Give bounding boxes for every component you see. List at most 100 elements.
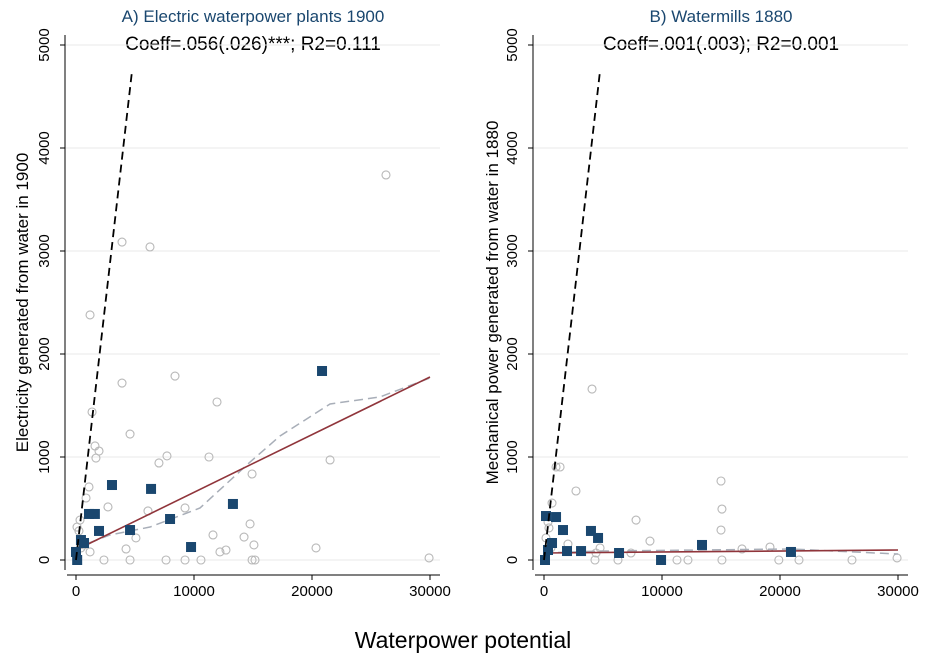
diagonal-line: [543, 70, 601, 561]
data-point-square: [83, 508, 94, 519]
lowess-line: [75, 377, 431, 549]
y-axis-label: Mechanical power generated from water in…: [483, 121, 502, 485]
data-point: [125, 429, 135, 439]
x-tick-label: 20000: [291, 583, 333, 600]
data-point: [196, 555, 206, 565]
data-point: [381, 170, 391, 180]
data-point-square: [165, 514, 176, 525]
data-point-square: [72, 555, 83, 565]
data-point: [249, 540, 259, 550]
y-tick-label: 3000: [36, 234, 53, 267]
data-point: [85, 310, 95, 320]
data-point: [672, 555, 682, 565]
data-point: [551, 462, 561, 472]
y-tick-label: 4000: [504, 131, 521, 164]
data-point: [544, 523, 554, 533]
data-point: [250, 555, 260, 565]
fit-line: [543, 549, 899, 554]
x-tick-label: 30000: [409, 583, 451, 600]
data-point-square: [125, 525, 136, 536]
data-point: [311, 543, 321, 553]
data-point-square: [576, 546, 587, 557]
y-tick-label: 1000: [36, 440, 53, 473]
x-tick-label: 30000: [877, 583, 919, 600]
data-point: [424, 553, 434, 563]
data-point-square: [106, 480, 117, 491]
data-point: [645, 536, 655, 546]
x-tick-label: 20000: [759, 583, 801, 600]
data-point: [221, 545, 231, 555]
data-point: [204, 452, 214, 462]
data-point: [117, 237, 127, 247]
x-tick-label: 0: [540, 583, 548, 600]
data-point: [145, 242, 155, 252]
data-point: [717, 504, 727, 514]
fit-line: [75, 376, 431, 551]
data-point: [247, 555, 257, 565]
data-point: [81, 493, 91, 503]
y-axis-label: Electricity generated from water in 1900: [13, 153, 32, 453]
data-point-square: [541, 511, 552, 522]
data-point-square: [547, 538, 558, 549]
data-point: [247, 469, 257, 479]
data-point: [180, 555, 190, 565]
data-point: [84, 482, 94, 492]
data-point: [239, 532, 249, 542]
data-point-square: [557, 525, 568, 536]
data-point: [547, 498, 557, 508]
y-tick-label: 1000: [504, 440, 521, 473]
data-point-square: [551, 512, 562, 523]
data-point-square: [593, 532, 604, 543]
y-tick-label: 0: [504, 556, 521, 564]
data-point: [555, 462, 565, 472]
data-point-square: [614, 547, 625, 558]
data-point-square: [543, 545, 554, 556]
diagonal-line: [75, 70, 133, 561]
data-point: [774, 555, 784, 565]
y-tick-label: 3000: [504, 234, 521, 267]
data-point-square: [317, 365, 328, 376]
data-point-square: [540, 555, 551, 565]
data-point: [91, 453, 101, 463]
data-point: [125, 555, 135, 565]
data-point: [325, 455, 335, 465]
y-tick-label: 0: [36, 556, 53, 564]
data-point: [85, 547, 95, 557]
data-point: [99, 555, 109, 565]
data-point: [794, 555, 804, 565]
data-point-square: [146, 483, 157, 494]
y-tick-label: 4000: [36, 131, 53, 164]
x-tick-label: 10000: [641, 583, 683, 600]
data-point-square: [186, 542, 197, 553]
data-point: [212, 397, 222, 407]
data-point: [162, 451, 172, 461]
data-point: [590, 555, 600, 565]
data-point-square: [227, 498, 238, 509]
data-point-square: [71, 546, 81, 557]
data-point: [847, 555, 857, 565]
data-point: [717, 555, 727, 565]
chart-title: A) Electric waterpower plants 1900: [122, 7, 385, 26]
y-tick-label: 5000: [504, 28, 521, 61]
data-point: [180, 503, 190, 513]
data-point: [587, 384, 597, 394]
data-point: [131, 533, 141, 543]
data-point: [75, 515, 85, 525]
data-point: [245, 519, 255, 529]
x-tick-label: 0: [72, 583, 80, 600]
data-point: [716, 525, 726, 535]
y-tick-label: 2000: [36, 337, 53, 370]
data-point: [683, 555, 693, 565]
data-point-square: [697, 539, 708, 550]
data-point: [571, 486, 581, 496]
data-point: [103, 502, 113, 512]
y-tick-label: 2000: [504, 337, 521, 370]
data-point: [716, 476, 726, 486]
data-point-square: [585, 525, 596, 536]
data-point: [631, 515, 641, 525]
data-point: [170, 371, 180, 381]
data-point: [117, 378, 127, 388]
y-tick-label: 5000: [36, 28, 53, 61]
chart-title: B) Watermills 1880: [650, 7, 793, 26]
